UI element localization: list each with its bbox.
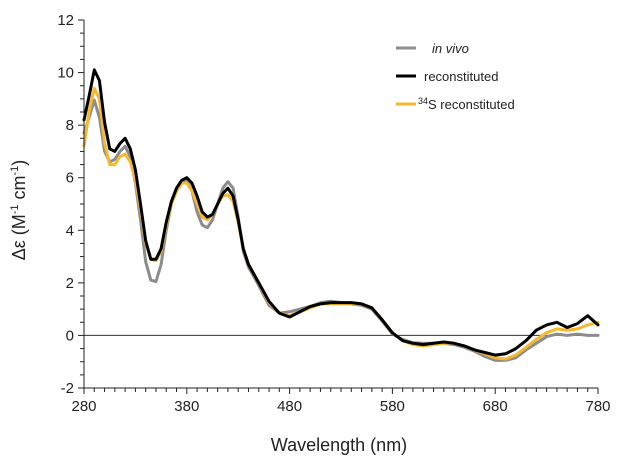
legend-label-34s-sup: 34	[418, 96, 428, 106]
series-in-vivo-line	[82, 98, 600, 362]
minor-ticks	[78, 19, 599, 394]
y-tick-label: -2	[61, 380, 74, 397]
y-tick-label: 6	[66, 170, 74, 187]
x-tick-label: 280	[71, 398, 96, 415]
y-axis-title-sup1: -1	[9, 204, 21, 214]
y-tick-labels: -2 0 2 4 6 8 10 12	[57, 12, 74, 397]
axes	[83, 20, 598, 389]
x-tick-label: 380	[174, 398, 199, 415]
y-tick-label: 12	[57, 12, 74, 29]
y-tick-label: 8	[66, 117, 74, 134]
y-axis-title-prefix: Δε (M	[9, 214, 29, 260]
x-tick-label: 580	[380, 398, 405, 415]
series-reconstituted-line	[82, 68, 600, 357]
x-tick-label: 780	[585, 398, 610, 415]
legend-label-34s-text: S reconstituted	[428, 97, 515, 112]
y-axis-title-sup2: -1	[9, 166, 21, 176]
y-axis-title-suffix: )	[9, 160, 29, 166]
x-tick-label: 680	[483, 398, 508, 415]
x-tick-labels: 280 380 480 580 680 780	[71, 398, 610, 415]
y-tick-label: 2	[66, 275, 74, 292]
y-tick-label: 10	[57, 65, 74, 82]
y-axis-title-mid: cm	[9, 175, 29, 204]
series-34s-reconstituted-line	[82, 86, 600, 361]
legend-label-in-vivo: in vivo	[432, 41, 469, 56]
y-tick-label: 0	[66, 327, 74, 344]
series-lines	[82, 68, 600, 362]
legend-label-reconstituted: reconstituted	[424, 69, 498, 84]
x-tick-label: 480	[277, 398, 302, 415]
legend-label-34s-reconstituted: 34S reconstituted	[418, 96, 515, 112]
y-axis-title: Δε (M-1 cm-1)	[9, 160, 29, 261]
x-axis-title: Wavelength (nm)	[271, 435, 407, 455]
legend: in vivo reconstituted 34S reconstituted	[396, 41, 515, 112]
y-tick-label: 4	[66, 222, 74, 239]
